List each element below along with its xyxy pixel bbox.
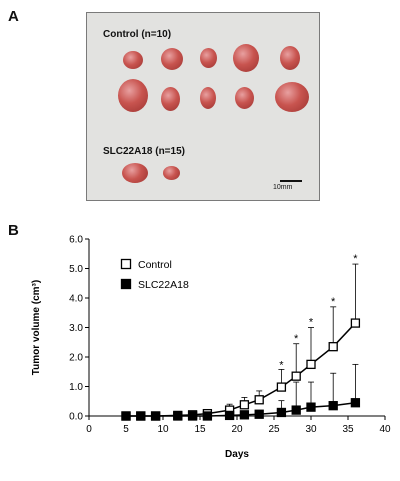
slc22a18-point <box>276 407 287 418</box>
control-point <box>239 400 250 410</box>
x-tick-label: 0 <box>86 424 92 435</box>
slc22a18-point <box>187 411 198 421</box>
tumor <box>275 82 309 112</box>
significance-asterisk: * <box>309 317 314 329</box>
scale-bar-label: 10mm <box>273 184 293 191</box>
tumor <box>200 87 216 109</box>
x-tick-label: 35 <box>342 424 354 435</box>
slc22a18-point <box>239 410 250 420</box>
legend-marker-0 <box>120 258 132 270</box>
significance-asterisk: * <box>331 296 336 308</box>
tumor <box>233 44 259 72</box>
control-point <box>291 371 301 381</box>
slc22a18-point <box>173 411 183 421</box>
control-point <box>350 318 361 328</box>
tumor <box>161 48 183 70</box>
control-point <box>254 395 264 405</box>
legend: Control SLC22A18 <box>120 258 189 291</box>
tumor <box>122 163 148 183</box>
control-point <box>276 382 287 392</box>
slc22a18-point <box>328 401 338 411</box>
slc22a18-point <box>121 411 131 421</box>
tumor <box>235 87 254 109</box>
x-axis-label: Days <box>225 449 249 460</box>
tumor <box>163 166 180 180</box>
tumor <box>118 79 148 112</box>
error-bars <box>174 263 359 416</box>
y-tick-label: 0.0 <box>69 412 83 423</box>
x-tick-label: 20 <box>231 424 243 435</box>
x-tick-label: 30 <box>305 424 317 435</box>
legend-label-1: SLC22A18 <box>138 279 189 291</box>
scale-bar <box>280 180 302 182</box>
slc22a18-point <box>291 405 301 415</box>
x-tick-label: 5 <box>123 424 129 435</box>
control-group-label: Control (n=10) <box>103 29 172 40</box>
slc22a18-point <box>150 411 161 421</box>
y-tick-label: 1.0 <box>69 382 83 393</box>
significance-asterisk: * <box>279 359 284 371</box>
significance-asterisk: * <box>294 333 299 345</box>
y-tick-label: 5.0 <box>69 264 83 275</box>
y-tick-label: 3.0 <box>69 323 83 334</box>
y-tick-label: 4.0 <box>69 294 83 305</box>
y-axis-label: Tumor volume (cm³) <box>31 280 42 375</box>
panel-a-letter: A <box>8 8 19 25</box>
slc22a18-point <box>202 411 213 421</box>
control-point <box>306 359 316 370</box>
slc22a18-point <box>254 409 264 419</box>
x-tick-label: 10 <box>157 424 169 435</box>
tumor-photo: Control (n=10) SLC22A18 (n=15) 10mm <box>86 12 320 201</box>
x-tick-label: 25 <box>268 424 280 435</box>
slc22a18-group-label: SLC22A18 (n=15) <box>103 146 185 157</box>
tumor <box>200 48 217 68</box>
legend-label-0: Control <box>138 259 172 271</box>
tumor <box>123 51 143 69</box>
panel-b-letter: B <box>8 222 19 239</box>
slc22a18-point <box>224 410 235 421</box>
tumor <box>280 46 300 70</box>
x-tick-label: 40 <box>379 424 391 435</box>
tumor <box>161 87 180 111</box>
slc22a18-point <box>350 398 361 408</box>
slc22a18-point <box>306 402 316 412</box>
y-tick-label: 6.0 <box>69 235 83 246</box>
axes: 0.0 1.0 2.0 3.0 4.0 5.0 6.0 0 5 10 15 20 25 30 35 40 Day… <box>31 235 391 461</box>
x-tick-label: 15 <box>194 424 206 435</box>
series-markers <box>121 318 361 421</box>
significance-markers: * * * * * <box>279 253 358 371</box>
y-tick-label: 2.0 <box>69 353 83 364</box>
significance-asterisk: * <box>353 253 358 265</box>
legend-marker-1 <box>120 278 132 290</box>
slc22a18-point <box>136 411 146 421</box>
tumor-volume-chart: 0.0 1.0 2.0 3.0 4.0 5.0 6.0 0 5 10 15 20 25 30 35 40 Day… <box>31 235 391 461</box>
control-point <box>328 342 338 352</box>
